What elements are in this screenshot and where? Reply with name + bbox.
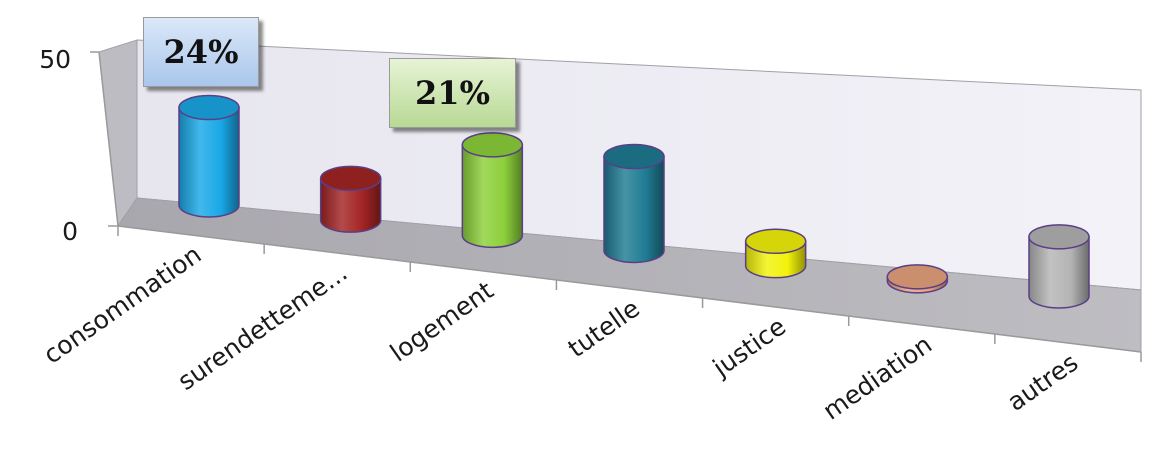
x-tick-label: justice (707, 312, 791, 383)
y-axis-line (98, 51, 119, 227)
x-tick-label: consommation (38, 240, 206, 370)
bar-body (461, 144, 524, 249)
bar-top (178, 94, 240, 121)
y-tick-label: 0 (62, 217, 78, 246)
bar-top (886, 264, 949, 290)
callout-label: 21% (389, 58, 516, 128)
bar (1028, 224, 1090, 309)
bar-top (319, 165, 382, 192)
x-tick-label: mediation (818, 330, 938, 426)
x-tick-label: surendetteme... (172, 258, 352, 396)
bar (603, 143, 665, 264)
bar-top (461, 132, 524, 158)
callout-label: 24% (143, 17, 259, 87)
x-tick-label: logement (385, 276, 499, 368)
bar-top (603, 143, 665, 170)
bar (178, 94, 240, 218)
bar (319, 165, 382, 233)
side-wall (98, 39, 138, 228)
bar (886, 264, 949, 294)
bar-body (603, 155, 665, 264)
bar (744, 228, 807, 279)
bars-layer (178, 94, 1090, 309)
bar (461, 132, 524, 249)
x-tick-label: autres (1002, 348, 1083, 417)
x-tick-label: tutelle (563, 294, 645, 364)
bar-body (319, 177, 382, 233)
y-tick-label: 50 (39, 45, 71, 74)
bar-body (178, 106, 240, 218)
bar-top (1028, 224, 1090, 250)
bar-body (1028, 236, 1090, 309)
x-axis-line (117, 225, 1142, 353)
x-ticks-layer (117, 226, 1142, 362)
bar-top (744, 228, 807, 255)
